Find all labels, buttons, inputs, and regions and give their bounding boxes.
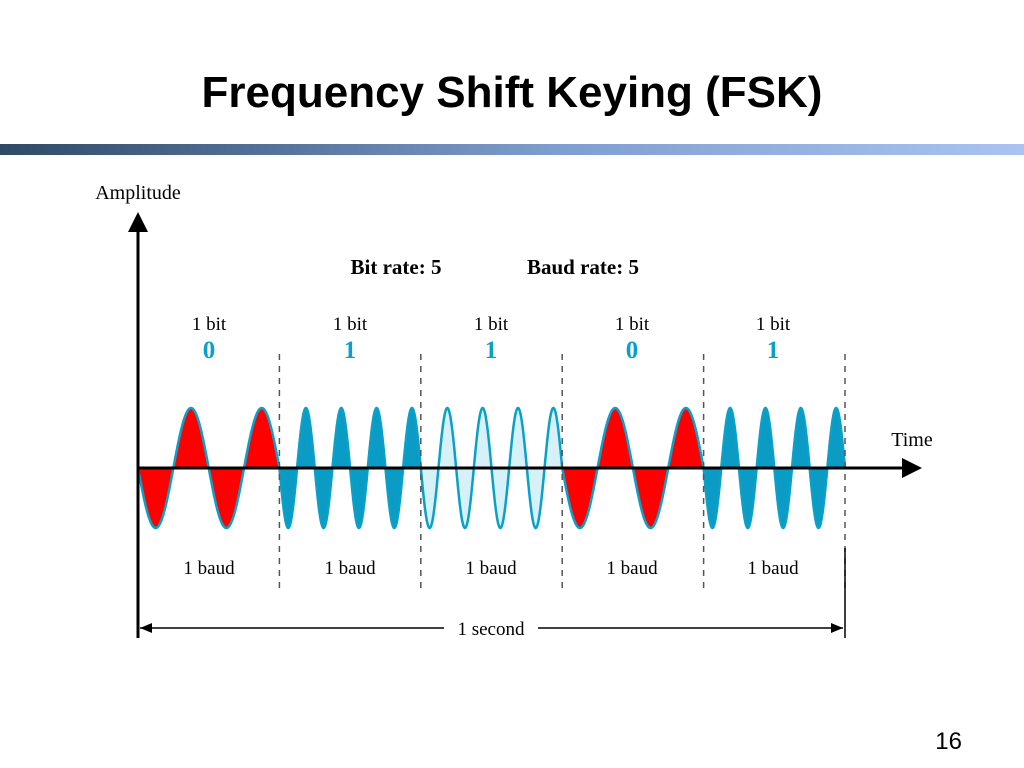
wave-lobe: [366, 406, 387, 470]
bit-caption: 1 bit: [474, 314, 509, 335]
wave-lobe: [348, 466, 370, 530]
wave-lobe: [543, 406, 564, 470]
wave-lobe: [384, 466, 405, 530]
duration-arrow-right-icon: [831, 623, 843, 633]
baud-rate-label: Baud rate: 5: [527, 255, 639, 279]
wave-lobe: [596, 406, 635, 470]
wave-lobe: [171, 406, 211, 470]
wave-lobe: [331, 406, 352, 470]
wave-lobe: [472, 406, 493, 470]
time-axis-arrow-icon: [902, 458, 922, 478]
wave-lobe: [790, 406, 812, 470]
wave-lobe: [560, 466, 600, 530]
wave-lobe: [401, 406, 423, 470]
baud-caption: 1 baud: [606, 558, 658, 579]
wave-lobe: [295, 406, 317, 470]
time-axis-label: Time: [891, 429, 933, 451]
wave-lobe: [490, 466, 511, 530]
title-divider: [0, 144, 1024, 155]
wave-lobe: [454, 466, 476, 530]
bit-value: 1: [344, 337, 357, 364]
bit-rate-label: Bit rate: 5: [351, 255, 442, 279]
duration-arrow-left-icon: [140, 623, 152, 633]
wave-lobe: [419, 466, 440, 530]
bit-value: 1: [767, 337, 780, 364]
duration-label: 1 second: [457, 619, 525, 640]
wave-lobe: [136, 466, 175, 530]
wave-lobe: [313, 466, 334, 530]
wave-lobe: [737, 466, 759, 530]
wave-lobe: [207, 466, 246, 530]
wave-lobe: [666, 406, 706, 470]
slide-title: Frequency Shift Keying (FSK): [201, 68, 823, 117]
wave-lobe: [278, 466, 299, 530]
wave-lobe: [808, 466, 829, 530]
baud-caption: 1 baud: [324, 558, 376, 579]
wave-lobe: [507, 406, 529, 470]
wave-lobe: [702, 466, 723, 530]
wave-lobe: [242, 406, 281, 470]
amplitude-axis-arrow-icon: [128, 212, 148, 232]
baud-caption: 1 baud: [465, 558, 517, 579]
bit-value: 0: [626, 337, 639, 364]
bit-caption: 1 bit: [756, 314, 791, 335]
bit-caption: 1 bit: [192, 314, 227, 335]
baud-caption: 1 baud: [747, 558, 799, 579]
wave-lobe: [525, 466, 546, 530]
bit-value: 0: [203, 337, 216, 364]
wave-lobe: [825, 406, 847, 470]
wave-lobe: [631, 466, 670, 530]
amplitude-axis-label: Amplitude: [95, 182, 181, 204]
wave-lobe: [772, 466, 794, 530]
bit-caption: 1 bit: [615, 314, 650, 335]
baud-caption: 1 baud: [183, 558, 235, 579]
bit-value: 1: [485, 337, 498, 364]
wave-lobe: [719, 406, 741, 470]
slide-number: 16: [935, 728, 962, 755]
wave-lobe: [755, 406, 776, 470]
wave-lobe: [437, 406, 458, 470]
bit-caption: 1 bit: [333, 314, 368, 335]
waveforms: [136, 406, 847, 530]
